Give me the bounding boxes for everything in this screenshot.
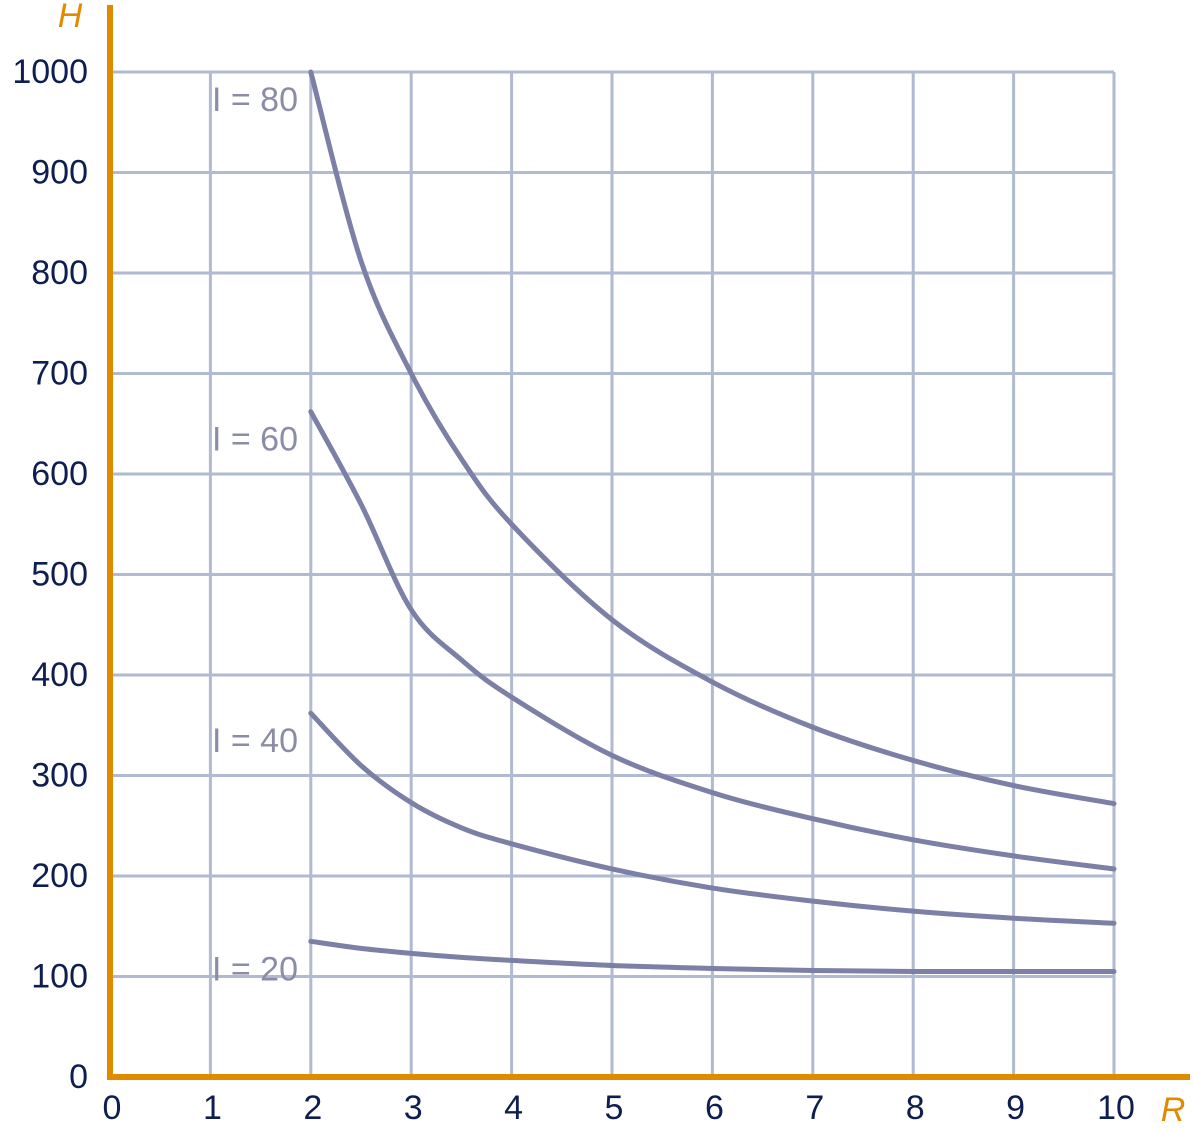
x-tick-label: 9 <box>1006 1089 1025 1127</box>
series-line <box>308 409 1117 872</box>
y-tick-label: 1000 <box>12 53 88 91</box>
series-line <box>308 69 1117 807</box>
x-tick-label: 8 <box>906 1089 925 1127</box>
y-tick-label: 0 <box>69 1058 88 1096</box>
series-line <box>308 938 1117 975</box>
y-tick-label: 600 <box>31 455 88 493</box>
series-label: I = 60 <box>212 421 298 459</box>
x-tick-label: 3 <box>404 1089 423 1127</box>
y-tick-label: 800 <box>31 254 88 292</box>
x-tick-label: 10 <box>1097 1089 1135 1127</box>
series-label: I = 80 <box>212 81 298 119</box>
y-tick-label: 200 <box>31 857 88 895</box>
y-tick-label: 700 <box>31 354 88 392</box>
series-label: I = 20 <box>212 950 298 988</box>
x-tick-label: 2 <box>303 1089 322 1127</box>
y-tick-label: 400 <box>31 656 88 694</box>
x-tick-label: 7 <box>805 1089 824 1127</box>
series-line <box>308 710 1117 926</box>
y-tick-label: 300 <box>31 756 88 794</box>
x-tick-label: 0 <box>103 1089 122 1127</box>
y-tick-label: 500 <box>31 555 88 593</box>
x-tick-label: 6 <box>705 1089 724 1127</box>
y-tick-label: 900 <box>31 153 88 191</box>
y-tick-label: 100 <box>31 957 88 995</box>
x-axis-label: R <box>1161 1091 1186 1128</box>
y-axis-label: H <box>58 0 83 35</box>
x-tick-label: 1 <box>203 1089 222 1127</box>
series-label: I = 40 <box>212 722 298 760</box>
x-tick-label: 4 <box>504 1089 523 1127</box>
x-tick-label: 5 <box>605 1089 624 1127</box>
